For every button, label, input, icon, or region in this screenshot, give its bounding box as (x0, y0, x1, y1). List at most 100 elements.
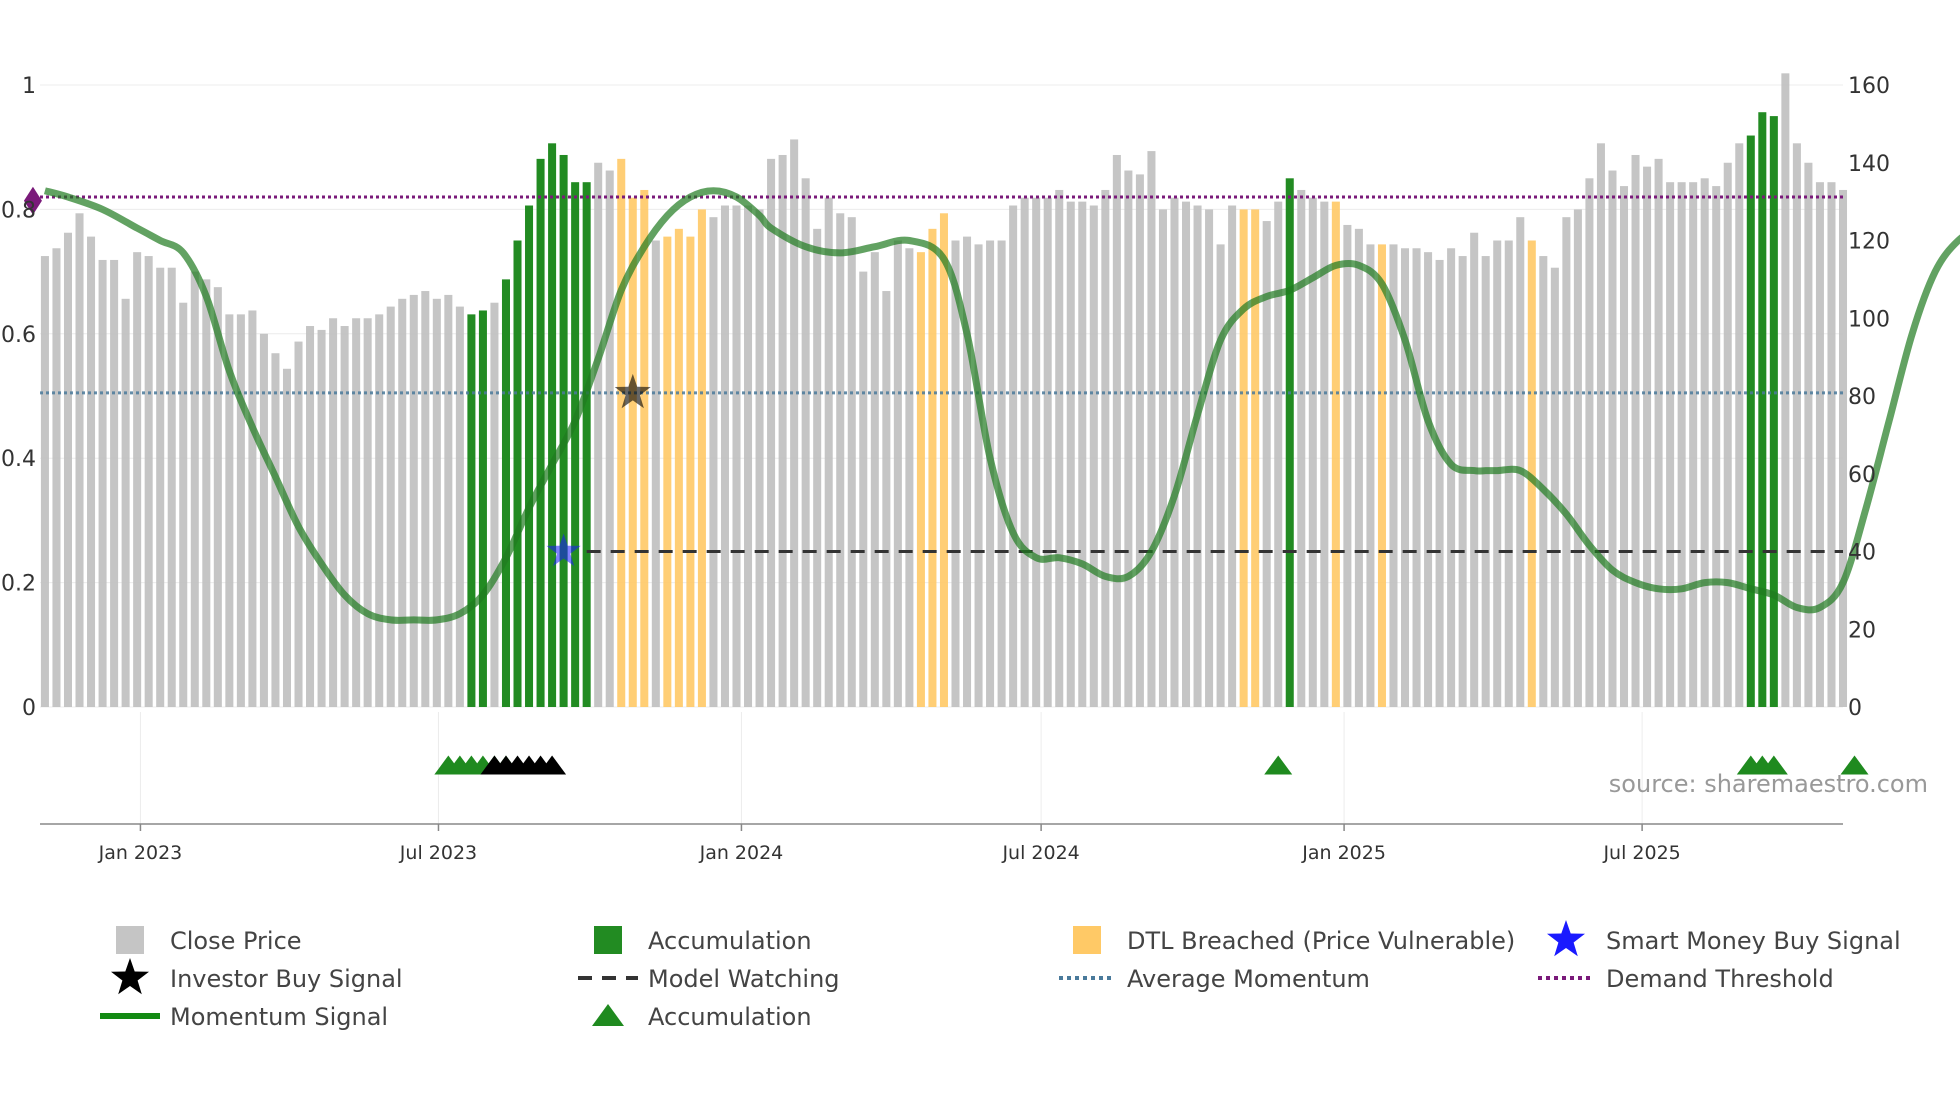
close-price-bar (651, 240, 660, 707)
right-tick-label: 80 (1848, 385, 1876, 410)
close-price-bar (709, 217, 718, 708)
left-tick-label: 1 (22, 74, 36, 99)
close-price-bar (1124, 170, 1133, 707)
close-price-bar (720, 205, 729, 707)
source-note: source: sharemaestro.com (1609, 770, 1928, 798)
close-price-bar (963, 236, 972, 708)
axes: 0 0.2 0.4 0.6 0.8 1 0 20 40 60 80 100 120 140 160 Jan 2… (1, 74, 1890, 864)
accumulation-bar (571, 182, 580, 707)
close-price-bar (121, 298, 130, 707)
close-price-bar (167, 267, 176, 707)
close-price-bar (974, 244, 983, 707)
close-price-bar (882, 291, 891, 707)
dtl-breached-bar (617, 158, 626, 708)
close-price-bar (790, 139, 799, 708)
close-price-bar (1135, 174, 1144, 708)
right-tick-label: 100 (1848, 307, 1890, 332)
close-price-bar (248, 310, 257, 707)
close-price-bar (190, 271, 199, 707)
close-price-bar (329, 318, 338, 707)
legend-label: Model Watching (648, 965, 840, 993)
accumulation-bar (559, 154, 568, 708)
close-price-bar (225, 314, 234, 707)
accumulation-bar (1769, 116, 1778, 708)
close-price-bar (213, 287, 222, 707)
legend-swatch (594, 926, 622, 954)
date-tick-label: Jul 2024 (1001, 842, 1079, 864)
legend-triangle-icon (592, 1004, 624, 1026)
close-price-bar (1274, 201, 1283, 707)
left-tick-label: 0.6 (1, 323, 36, 348)
legend-item: Accumulation (594, 926, 812, 955)
close-price-bar (87, 236, 96, 708)
accumulation-marker (1264, 755, 1293, 775)
close-price-bar (1032, 197, 1041, 708)
dtl-breached-bar (674, 228, 683, 707)
close-price-bar (1424, 252, 1433, 707)
close-price-bar (1066, 201, 1075, 707)
accumulation-bar (467, 314, 476, 707)
close-price-bar (767, 158, 776, 708)
close-price-bar (893, 240, 902, 707)
close-price-bar (1043, 197, 1052, 708)
close-price-bar (1412, 248, 1421, 707)
close-price-bar (951, 240, 960, 707)
close-price-bar (110, 259, 119, 707)
close-price-bar (997, 240, 1006, 707)
close-price-bar (75, 213, 84, 707)
close-price-bar (1689, 182, 1698, 707)
close-price-bar (375, 314, 384, 707)
close-price-bar (1781, 73, 1790, 707)
close-price-bar (340, 326, 349, 707)
signal-lines (40, 187, 1960, 624)
close-price-bar (1631, 154, 1640, 708)
dtl-breached-bar (686, 236, 695, 708)
close-price-bar (490, 302, 499, 707)
right-tick-label: 160 (1848, 74, 1890, 99)
dtl-breached-bar (1331, 201, 1340, 707)
close-price-bar (1297, 189, 1306, 707)
close-price-bar (1400, 248, 1410, 707)
investor-buy-signal-star (614, 373, 651, 409)
legend-item: Smart Money Buy Signal (1547, 920, 1901, 957)
legend-star-icon (1547, 920, 1585, 957)
legend-label: Investor Buy Signal (170, 965, 403, 993)
smart-money-buy-signal-star (546, 533, 581, 567)
close-price-bar (1539, 256, 1548, 707)
legend-label: Accumulation (648, 927, 812, 955)
dtl-breached-bar (928, 228, 937, 707)
close-price-bar (1804, 162, 1813, 707)
close-price-bar (179, 302, 188, 707)
dtl-breached-bar (663, 236, 672, 708)
close-price-bar (732, 205, 741, 707)
close-price-bar (1654, 158, 1663, 708)
close-price-bar (432, 298, 441, 707)
close-price-bar (1228, 205, 1237, 707)
close-price-bar (306, 326, 315, 707)
close-price-bar (1343, 224, 1352, 707)
close-price-bar (905, 248, 914, 707)
close-price-bar (421, 291, 430, 707)
close-price-bar (1838, 189, 1848, 707)
close-price-bar (1516, 217, 1525, 708)
dtl-breached-bar (1377, 244, 1386, 707)
right-tick-label: 0 (1848, 696, 1862, 721)
close-price-bar (1677, 182, 1686, 707)
close-price-bar (363, 318, 372, 707)
accumulation-bar (513, 240, 522, 707)
close-price-bar (986, 240, 995, 707)
close-price-bar (1216, 244, 1225, 707)
close-price-bar (1366, 244, 1375, 707)
legend-label: Close Price (170, 927, 302, 955)
close-price-bar (1205, 209, 1214, 707)
right-tick-label: 60 (1848, 463, 1876, 488)
dtl-breached-bar (1527, 240, 1536, 707)
accumulation-bar (548, 143, 557, 707)
date-tick-label: Jan 2024 (699, 842, 784, 864)
close-price-bar (259, 333, 268, 707)
close-price-bar (1055, 189, 1064, 707)
close-price-bar (1447, 248, 1456, 707)
close-price-bar (801, 178, 810, 708)
close-price-bar (1504, 240, 1513, 707)
